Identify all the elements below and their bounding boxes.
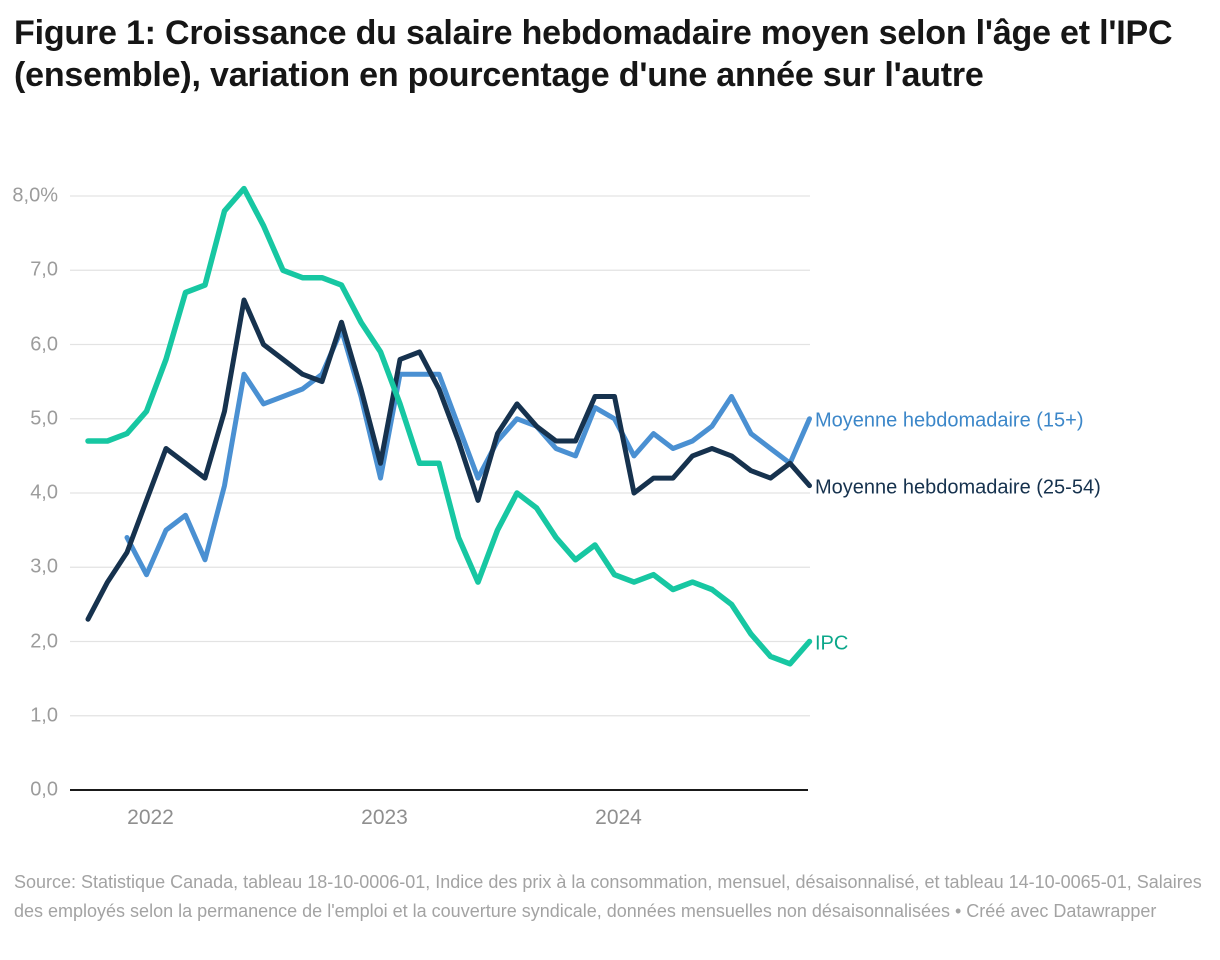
x-tick-label: 2023 — [361, 806, 408, 829]
y-tick-label: 7,0 — [30, 258, 58, 281]
y-tick-label: 4,0 — [30, 481, 58, 504]
series-label-moyenne-15plus: Moyenne hebdomadaire (15+) — [815, 409, 1084, 432]
y-tick-label: 0,0 — [30, 778, 58, 801]
y-tick-label: 2,0 — [30, 630, 58, 652]
series-label-ipc: IPC — [815, 632, 849, 654]
y-tick-label: 1,0 — [30, 704, 58, 727]
y-tick-label: 8,0% — [12, 184, 58, 207]
source-text: Source: Statistique Canada, tableau 18-1… — [14, 872, 1202, 921]
x-tick-label: 2022 — [127, 806, 174, 829]
series-label-moyenne-25-54: Moyenne hebdomadaire (25-54) — [815, 476, 1101, 499]
gridlines — [70, 195, 810, 717]
y-tick-label: 3,0 — [30, 555, 58, 578]
page-title: Figure 1: Croissance du salaire hebdomad… — [14, 14, 1173, 94]
y-tick-label: 5,0 — [30, 407, 58, 430]
line-moyenne-15plus[interactable] — [124, 327, 812, 578]
datawrapper-credit: • Créé avec Datawrapper — [950, 901, 1157, 921]
line-ipc[interactable] — [85, 185, 813, 667]
y-tick-label: 6,0 — [30, 333, 58, 355]
line-moyenne-25-54[interactable] — [85, 297, 812, 622]
x-tick-label: 2024 — [595, 806, 642, 829]
source-note: Source: Statistique Canada, tableau 18-1… — [14, 868, 1214, 926]
